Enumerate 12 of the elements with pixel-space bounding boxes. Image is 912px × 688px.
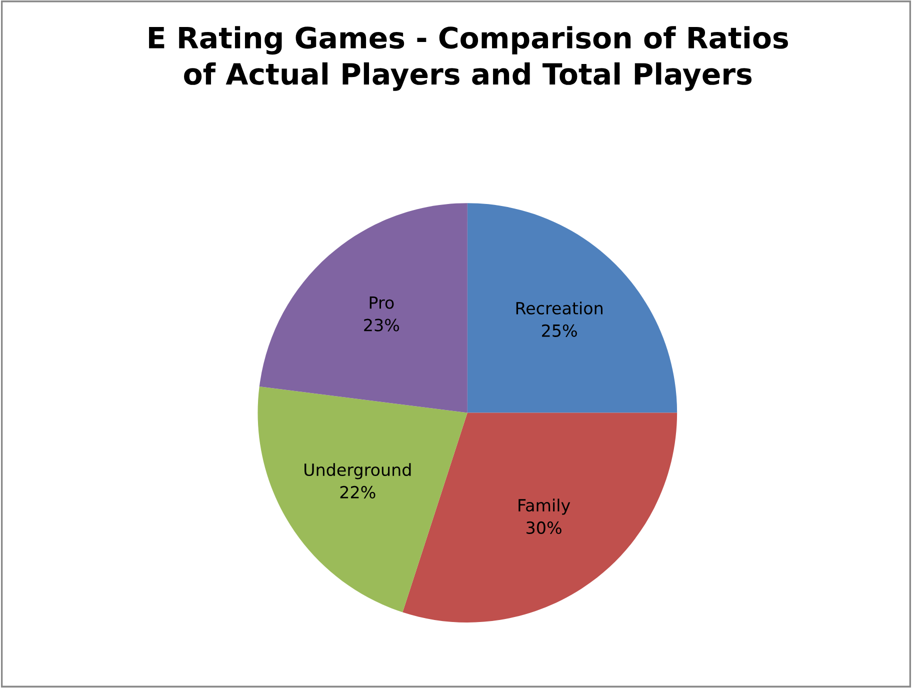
- data-label: 22%: [340, 486, 376, 499]
- slice-label: Recreation: [516, 302, 602, 314]
- data-label: 30%: [526, 521, 562, 534]
- slice-label: Family: [518, 498, 570, 515]
- chart-title: E Rating Games - Comparison of Ratios of Actual Players and Total Players: [149, 26, 788, 91]
- data-label: 23%: [364, 318, 400, 332]
- slice-label: Pro: [370, 296, 394, 309]
- pie-slice: [258, 386, 468, 612]
- data-label: 25%: [542, 324, 577, 337]
- pie-slice: [467, 203, 678, 413]
- pie-slice: [259, 203, 468, 413]
- slice-label: Underground: [304, 463, 411, 480]
